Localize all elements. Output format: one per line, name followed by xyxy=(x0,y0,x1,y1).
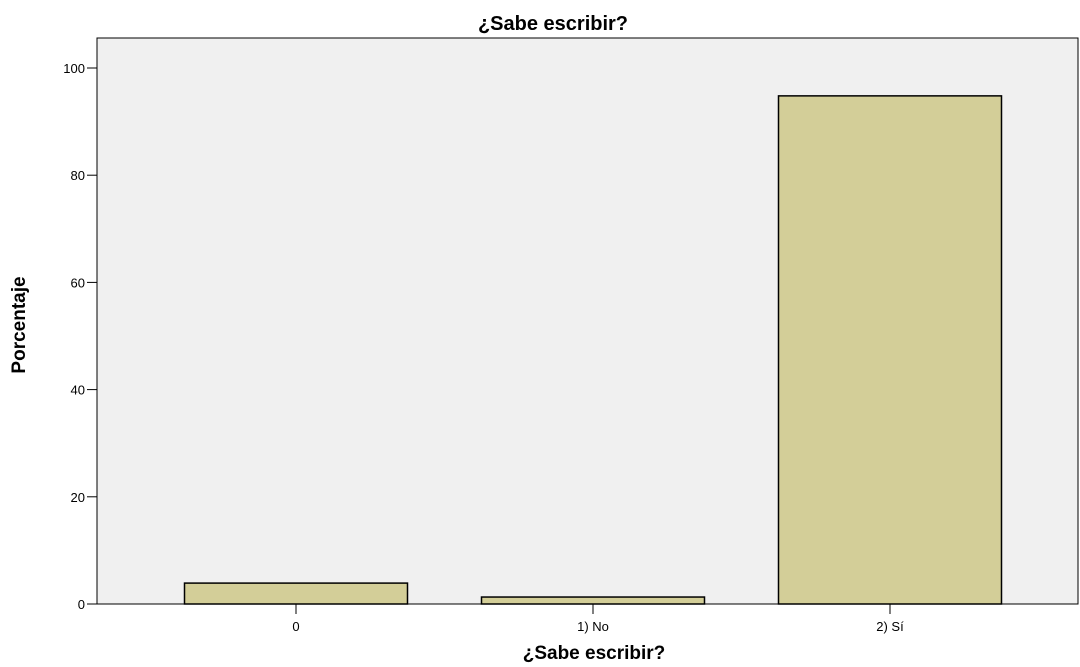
y-axis-ticks: 0 20 40 60 80 100 xyxy=(63,61,97,612)
x-tick-label: 0 xyxy=(292,619,299,634)
chart-title: ¿Sabe escribir? xyxy=(478,13,628,35)
bar xyxy=(183,582,409,605)
x-tick-label: 1) No xyxy=(577,619,609,634)
x-axis-title: ¿Sabe escribir? xyxy=(523,643,666,664)
x-tick-label: 2) Sí xyxy=(876,619,904,634)
bar xyxy=(480,596,706,605)
x-axis-ticks: 0 1) No 2) Sí xyxy=(292,604,904,634)
y-axis-title: Porcentaje xyxy=(9,276,30,373)
bar xyxy=(777,95,1003,605)
bars xyxy=(183,95,1003,605)
y-tick-label: 20 xyxy=(71,490,85,505)
y-tick-label: 80 xyxy=(71,168,85,183)
y-tick-label: 60 xyxy=(71,275,85,290)
y-tick-label: 40 xyxy=(71,383,85,398)
y-tick-label: 0 xyxy=(78,597,85,612)
y-tick-label: 100 xyxy=(63,61,85,76)
